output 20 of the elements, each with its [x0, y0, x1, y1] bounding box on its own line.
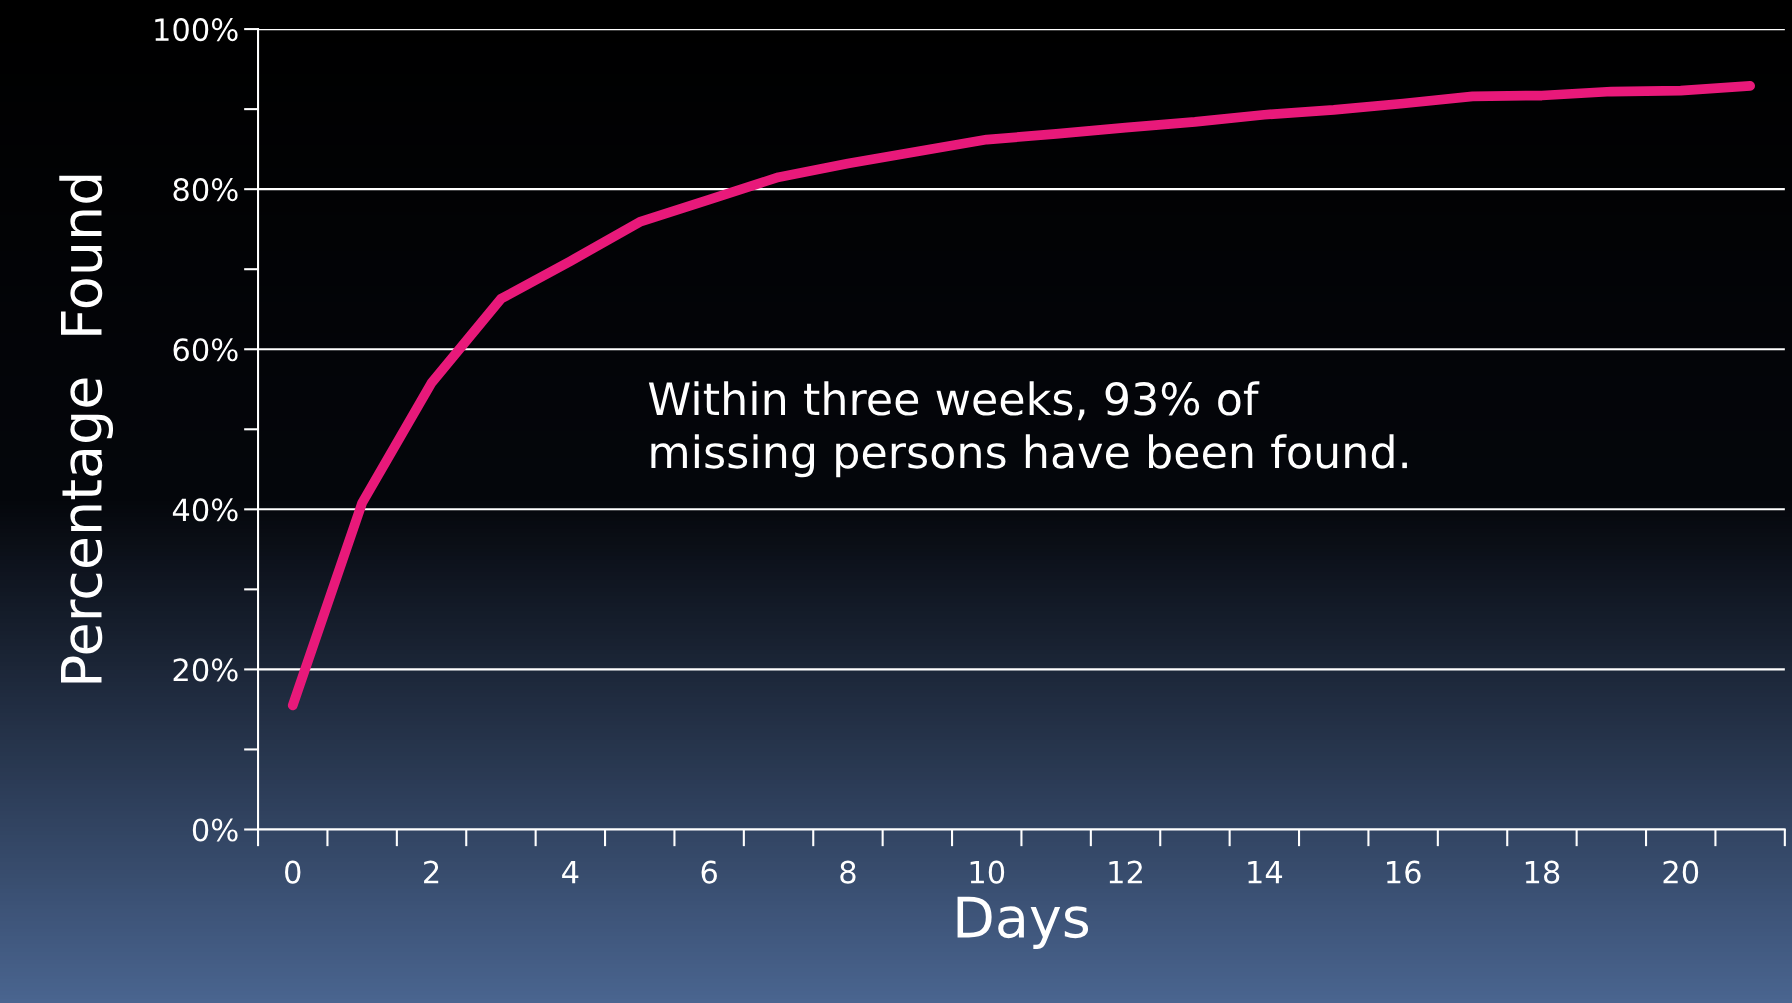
y-tick-label: 0% [192, 818, 238, 842]
x-tick-label: 18 [1525, 860, 1560, 884]
y-axis-title: Percentage Found [59, 175, 114, 683]
x-tick-label: 10 [970, 860, 1005, 884]
y-tick-label: 80% [173, 178, 238, 202]
x-tick-label: 4 [562, 860, 579, 884]
x-tick-label: 8 [840, 860, 856, 884]
x-tick-label: 6 [701, 860, 717, 884]
x-tick-label: 14 [1248, 860, 1283, 884]
x-tick-label: 2 [424, 860, 439, 884]
y-tick-label: 100% [155, 18, 238, 42]
y-tick-label: 40% [172, 498, 238, 522]
x-tick-label: 20 [1663, 860, 1699, 884]
x-tick-label: 16 [1387, 860, 1421, 884]
x-tick-label: 0 [285, 860, 301, 884]
x-tick-label: 12 [1109, 860, 1142, 884]
x-axis-title: Days [957, 896, 1089, 949]
y-tick-label: 60% [173, 338, 238, 362]
y-tick-label: 20% [173, 658, 238, 682]
annotation: Within three weeks, 93% of missing persons have been found. [648, 381, 1407, 478]
